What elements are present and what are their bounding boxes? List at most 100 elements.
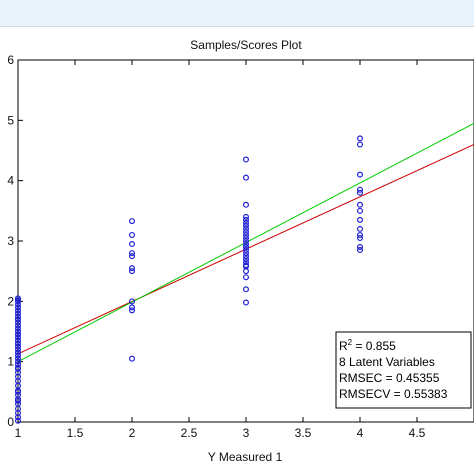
- scatter-point: [243, 244, 250, 251]
- y-tick-label: 4: [7, 174, 14, 188]
- x-tick-label: 1: [15, 426, 22, 440]
- window-title-band: [0, 0, 474, 27]
- scatter-point: [243, 231, 250, 238]
- scatter-point: [243, 256, 250, 263]
- scatter-point: [243, 174, 250, 181]
- stats-legend-box: R2 = 0.855 8 Latent Variables RMSEC = 0.…: [335, 331, 472, 409]
- scatter-point: [129, 298, 136, 305]
- scatter-point: [15, 319, 22, 326]
- scatter-point: [129, 218, 136, 225]
- scatter-point: [15, 328, 22, 335]
- scatter-point: [243, 238, 250, 245]
- scatter-point: [243, 222, 250, 229]
- x-axis-title: Y Measured 1: [208, 450, 283, 464]
- scatter-point: [243, 216, 250, 223]
- scatter-points: [15, 135, 364, 424]
- scatter-point: [243, 241, 250, 248]
- scatter-point: [243, 225, 250, 232]
- scatter-point: [357, 201, 364, 208]
- scatter-point: [357, 141, 364, 148]
- scatter-point: [15, 343, 22, 350]
- scatter-point: [243, 247, 250, 254]
- scatter-point: [15, 417, 22, 424]
- scatter-point: [129, 307, 136, 314]
- y-tick-label: 0: [7, 415, 14, 429]
- scatter-point: [357, 216, 364, 223]
- scatter-point: [15, 334, 22, 341]
- y-tick-label: 6: [7, 53, 14, 67]
- scatter-point: [243, 286, 250, 293]
- x-tick-label: 1.5: [67, 426, 84, 440]
- scatter-point: [129, 231, 136, 238]
- scatter-point: [357, 186, 364, 193]
- x-tick-label: 4.5: [409, 426, 426, 440]
- scatter-point: [15, 316, 22, 323]
- scatter-point: [15, 310, 22, 317]
- scatter-point: [357, 231, 364, 238]
- scatter-point: [243, 263, 250, 270]
- legend-r2-value: = 0.855: [352, 339, 396, 353]
- scatter-point: [357, 171, 364, 178]
- scatter-point: [357, 234, 364, 241]
- scatter-point: [243, 156, 250, 163]
- y-tick-label: 3: [7, 234, 14, 248]
- scatter-point: [15, 346, 22, 353]
- legend-r2-sup: 2: [348, 338, 353, 347]
- scatter-point: [243, 274, 250, 281]
- x-tick-label: 3.5: [295, 426, 312, 440]
- legend-rmsecv: RMSECV = 0.55383: [339, 387, 448, 401]
- x-tick-label: 4: [357, 426, 364, 440]
- scatter-point: [15, 297, 22, 304]
- scatter-point: [243, 250, 250, 257]
- scatter-point: [243, 228, 250, 235]
- scatter-point: [357, 189, 364, 196]
- scatter-point: [129, 355, 136, 362]
- scatter-point: [129, 241, 136, 248]
- scatter-point: [129, 250, 136, 257]
- scatter-point: [15, 313, 22, 320]
- scatter-point: [15, 358, 22, 365]
- scatter-point: [243, 234, 250, 241]
- scatter-point: [15, 352, 22, 359]
- plot-title: Samples/Scores Plot: [190, 38, 302, 52]
- legend-box-frame: [335, 331, 472, 409]
- scatter-point: [15, 397, 22, 404]
- scatter-point: [357, 225, 364, 232]
- scatter-point: [129, 265, 136, 272]
- legend-r2: R2 = 0.855: [339, 338, 396, 353]
- x-tick-label: 2: [129, 426, 136, 440]
- legend-rmsec: RMSEC = 0.45355: [339, 371, 440, 385]
- x-tick-label: 3: [243, 426, 250, 440]
- scatter-point: [243, 253, 250, 260]
- y-tick-label: 1: [7, 355, 14, 369]
- scatter-point: [15, 337, 22, 344]
- scatter-point: [15, 325, 22, 332]
- scatter-point: [15, 388, 22, 395]
- scatter-point: [15, 364, 22, 371]
- scatter-point: [15, 355, 22, 362]
- scatter-point: [129, 304, 136, 311]
- scatter-point: [15, 307, 22, 314]
- y-tick-label: 2: [7, 294, 14, 308]
- scatter-point: [15, 295, 22, 302]
- scatter-point: [357, 207, 364, 214]
- scatter-point: [15, 349, 22, 356]
- scatter-point: [15, 361, 22, 368]
- scatter-point: [15, 304, 22, 311]
- scatter-point: [15, 340, 22, 347]
- scatter-point: [243, 213, 250, 220]
- x-tick-label: 2.5: [181, 426, 198, 440]
- scatter-point: [243, 219, 250, 226]
- scatter-point: [243, 299, 250, 306]
- scatter-point: [15, 331, 22, 338]
- scatter-point: [243, 201, 250, 208]
- y-tick-label: 5: [7, 113, 14, 127]
- scatter-point: [129, 253, 136, 260]
- scatter-point: [129, 268, 136, 275]
- legend-r2-label: R: [339, 339, 348, 353]
- scatter-point: [357, 244, 364, 251]
- scatter-point: [357, 247, 364, 254]
- legend-latent-variables: 8 Latent Variables: [339, 355, 435, 369]
